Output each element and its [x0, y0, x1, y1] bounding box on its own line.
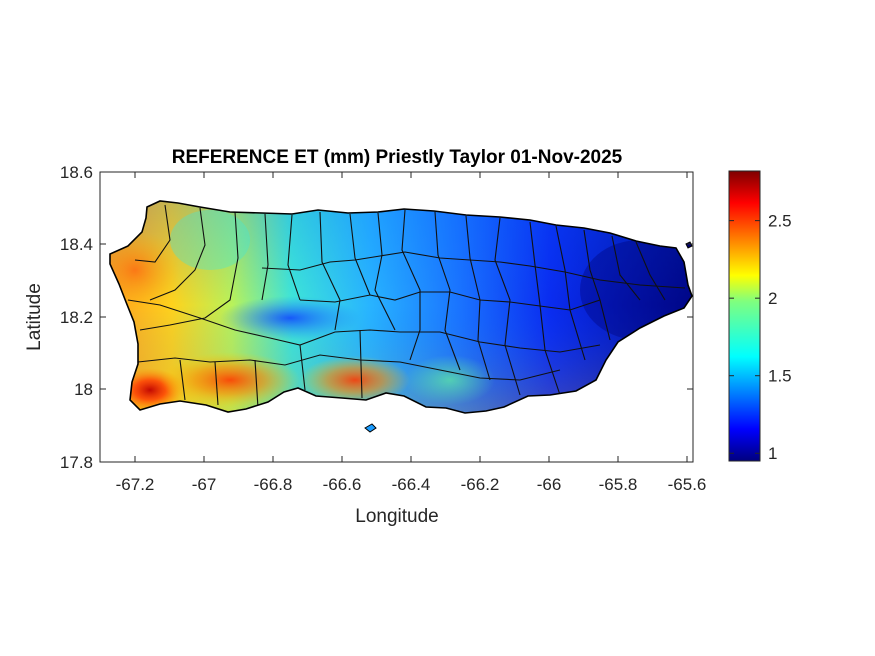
x-tick-label: -66 — [537, 475, 562, 494]
x-tick-labels: -67.2 -67 -66.8 -66.6 -66.4 -66.2 -66 -6… — [116, 475, 707, 494]
y-tick-label: 18 — [74, 380, 93, 399]
et-heatmap — [110, 201, 692, 413]
x-tick-label: -65.6 — [668, 475, 707, 494]
y-tick-label: 18.4 — [60, 235, 93, 254]
x-tick-label: -66.6 — [323, 475, 362, 494]
y-tick-label: 17.8 — [60, 453, 93, 472]
y-tick-label: 18.2 — [60, 308, 93, 327]
colorbar-tick-label: 1 — [768, 444, 777, 463]
x-tick-label: -67.2 — [116, 475, 155, 494]
colorbar-tick-label: 2 — [768, 289, 777, 308]
x-tick-label: -67 — [192, 475, 217, 494]
colorbar: 1 1.5 2 2.5 — [728, 170, 792, 463]
colorbar-tick-label: 2.5 — [768, 212, 792, 231]
islet — [364, 423, 377, 433]
colorbar-tick-label: 1.5 — [768, 367, 792, 386]
colorbar-gradient — [729, 171, 760, 461]
x-tick-label: -65.8 — [599, 475, 638, 494]
y-tick-labels: 18.6 18.4 18.2 18 17.8 — [60, 163, 93, 472]
x-axis-label: Longitude — [355, 506, 438, 527]
municipality-boundaries — [127, 204, 686, 409]
x-tick-label: -66.8 — [254, 475, 293, 494]
x-tick-label: -66.2 — [461, 475, 500, 494]
y-tick-label: 18.6 — [60, 163, 93, 182]
map-title: REFERENCE ET (mm) Priestly Taylor 01-Nov… — [172, 147, 623, 168]
x-tick-label: -66.4 — [392, 475, 431, 494]
y-axis-label: Latitude — [24, 283, 45, 351]
axis-ticks — [100, 171, 693, 463]
